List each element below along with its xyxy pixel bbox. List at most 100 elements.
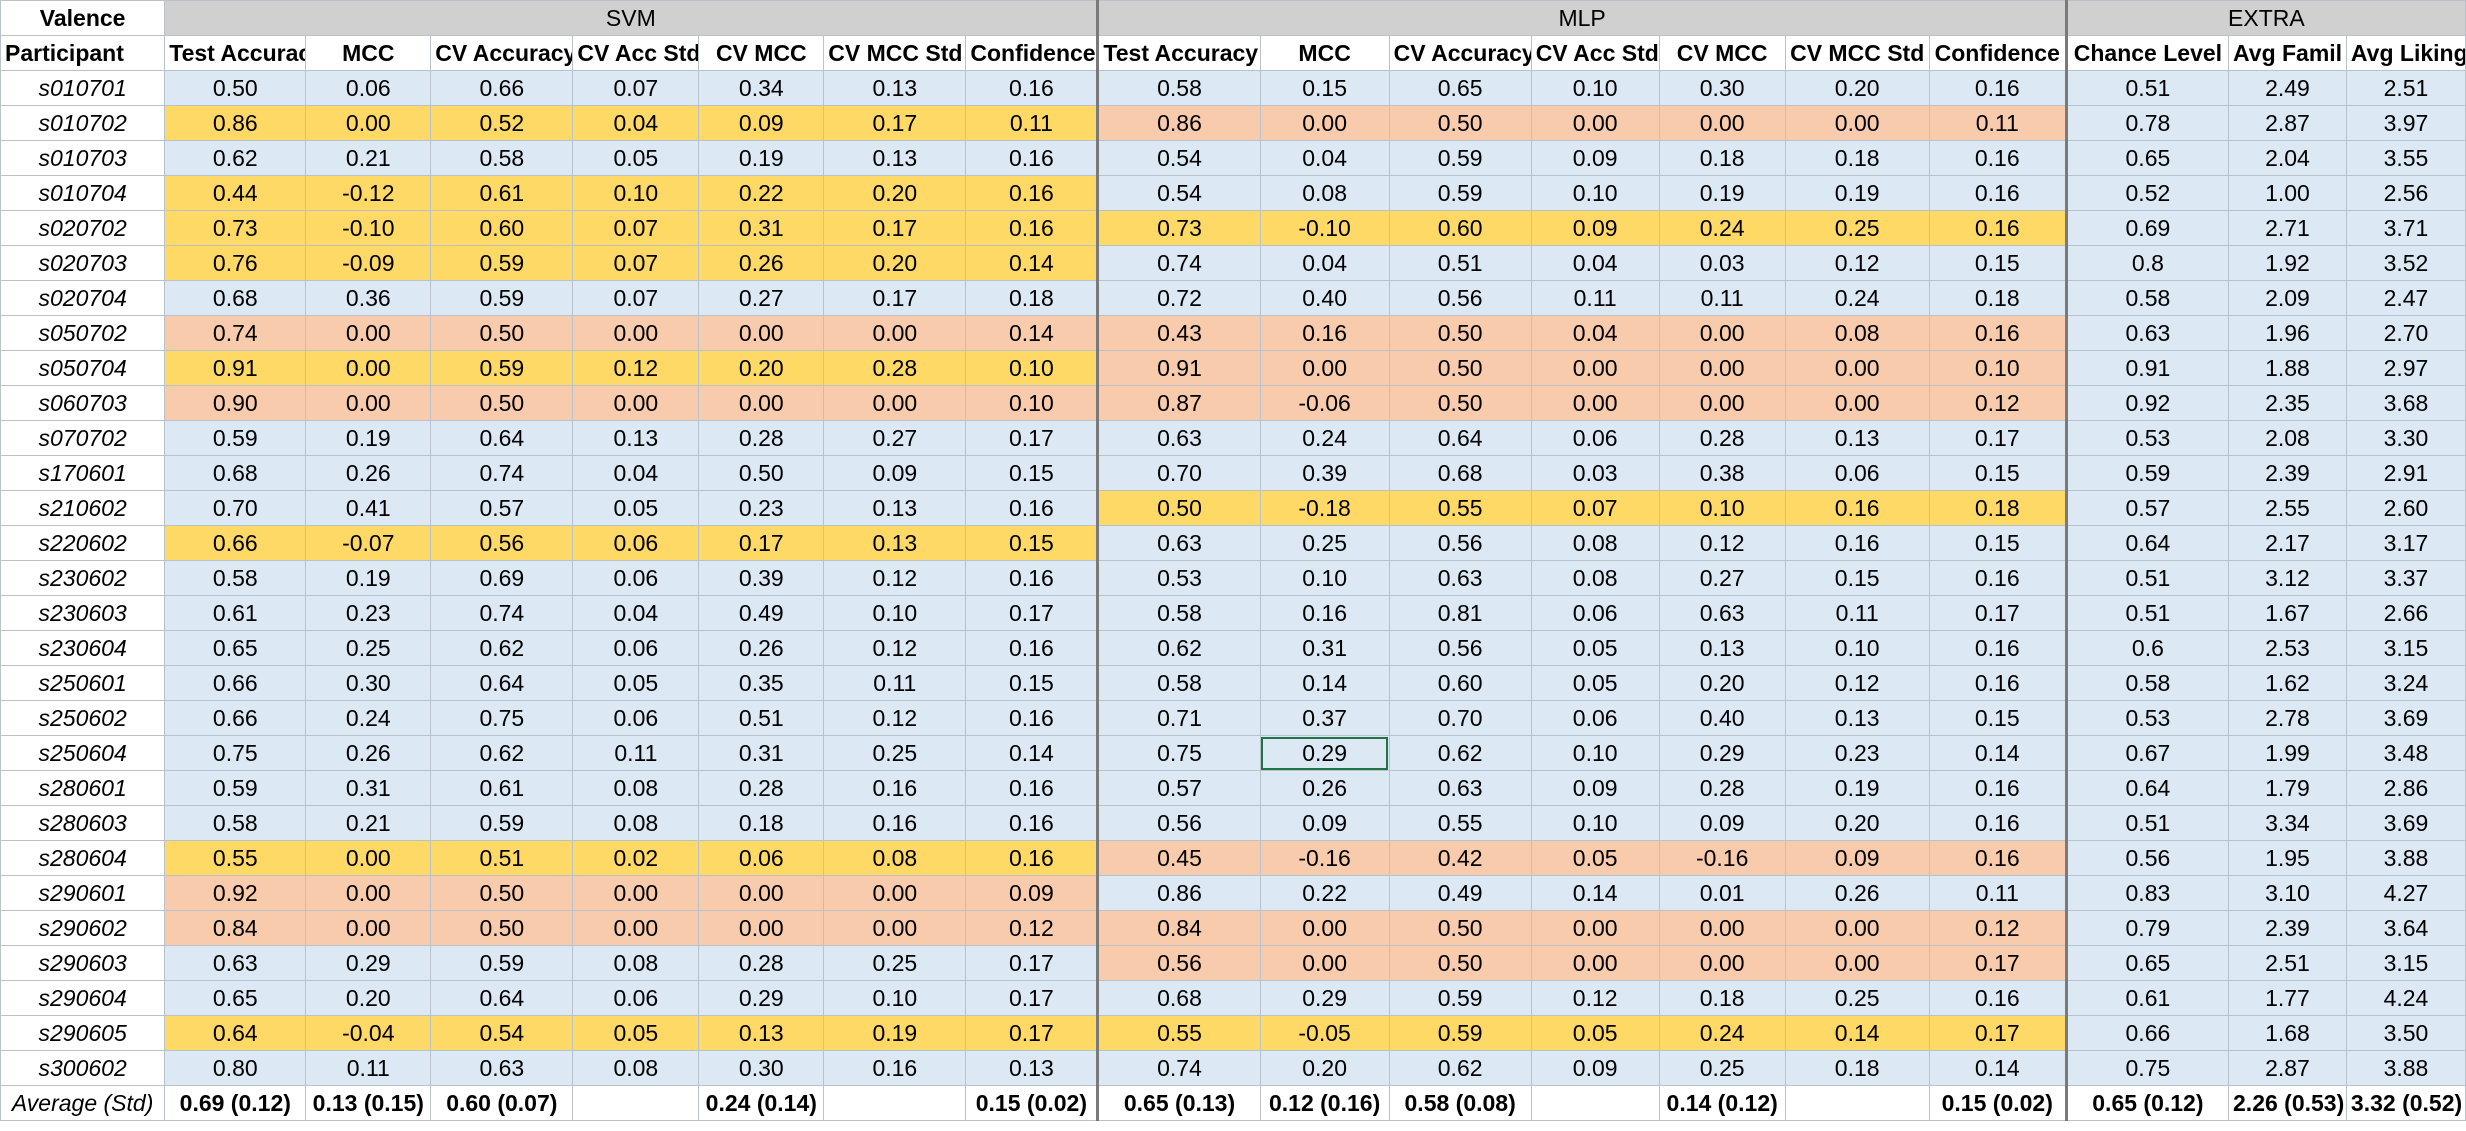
- mlp-confidence-cell[interactable]: 0.17: [1928, 595, 2067, 631]
- svm-test-accuracy-cell[interactable]: 0.61: [164, 595, 307, 631]
- mlp-cv-mcc-std-cell[interactable]: 0.23: [1784, 735, 1930, 771]
- svm-mcc-cell[interactable]: -0.12: [305, 175, 432, 211]
- svm-cv-acc-std-cell[interactable]: 0.07: [572, 280, 700, 316]
- mlp-mcc-cell[interactable]: 0.39: [1259, 455, 1390, 491]
- extra-avg-famil-cell[interactable]: 2.39: [2228, 455, 2347, 491]
- svm-average-cell[interactable]: 0.69 (0.12): [164, 1085, 307, 1121]
- mlp-cv-accuracy-cell[interactable]: 0.49: [1388, 875, 1532, 911]
- svm-cv-accuracy-cell[interactable]: 0.64: [430, 665, 574, 701]
- participant-cell[interactable]: s290605: [0, 1015, 166, 1051]
- mlp-test-accuracy-cell[interactable]: 0.53: [1096, 560, 1261, 596]
- participant-cell[interactable]: s050704: [0, 350, 166, 386]
- mlp-cv-acc-std-cell[interactable]: 0.12: [1530, 980, 1660, 1016]
- mlp-cv-mcc-cell[interactable]: 0.12: [1658, 525, 1786, 561]
- mlp-cv-acc-std-cell[interactable]: 0.08: [1530, 560, 1660, 596]
- svm-cv-mcc-std-cell[interactable]: 0.08: [823, 840, 967, 876]
- svm-cv-acc-std-cell[interactable]: 0.04: [572, 455, 700, 491]
- extra-avg-famil-cell[interactable]: 1.77: [2228, 980, 2347, 1016]
- extra-chance-level-cell[interactable]: 0.8: [2064, 245, 2230, 281]
- svm-cv-mcc-cell[interactable]: 0.39: [698, 560, 825, 596]
- mlp-confidence-cell[interactable]: 0.14: [1928, 735, 2067, 771]
- svm-cv-accuracy-cell[interactable]: 0.56: [430, 525, 574, 561]
- mlp-test-accuracy-cell[interactable]: 0.73: [1096, 210, 1261, 246]
- mlp-test-accuracy-cell[interactable]: 0.87: [1096, 385, 1261, 421]
- mlp-cv-accuracy-cell[interactable]: 0.51: [1388, 245, 1532, 281]
- mlp-mcc-cell[interactable]: 0.16: [1259, 595, 1390, 631]
- svm-confidence-cell[interactable]: 0.13: [965, 1050, 1099, 1086]
- mlp-confidence-cell[interactable]: 0.15: [1928, 455, 2067, 491]
- svm-cv-accuracy-cell[interactable]: 0.61: [430, 175, 574, 211]
- svm-cv-mcc-cell[interactable]: 0.20: [698, 350, 825, 386]
- svm-mcc-cell[interactable]: 0.00: [305, 385, 432, 421]
- mlp-cv-mcc-std-cell[interactable]: 0.18: [1784, 140, 1930, 176]
- svm-test-accuracy-cell[interactable]: 0.50: [164, 70, 307, 106]
- extra-avg-liking-cell[interactable]: 3.97: [2345, 105, 2466, 141]
- svm-mcc-cell[interactable]: 0.20: [305, 980, 432, 1016]
- header-svm-cv-acc-std[interactable]: CV Acc Std: [572, 35, 700, 71]
- svm-cv-acc-std-cell[interactable]: 0.06: [572, 980, 700, 1016]
- svm-mcc-cell[interactable]: 0.26: [305, 735, 432, 771]
- svm-confidence-cell[interactable]: 0.12: [965, 910, 1099, 946]
- mlp-mcc-cell[interactable]: 0.29: [1259, 980, 1390, 1016]
- svm-test-accuracy-cell[interactable]: 0.62: [164, 140, 307, 176]
- svm-cv-mcc-std-cell[interactable]: 0.25: [823, 945, 967, 981]
- svm-cv-accuracy-cell[interactable]: 0.59: [430, 945, 574, 981]
- extra-chance-level-cell[interactable]: 0.75: [2064, 1050, 2230, 1086]
- svm-confidence-cell[interactable]: 0.16: [965, 700, 1099, 736]
- mlp-confidence-cell[interactable]: 0.16: [1928, 210, 2067, 246]
- mlp-test-accuracy-cell[interactable]: 0.58: [1096, 70, 1261, 106]
- extra-avg-famil-cell[interactable]: 3.34: [2228, 805, 2347, 841]
- svm-confidence-cell[interactable]: 0.16: [965, 490, 1099, 526]
- svm-cv-mcc-std-cell[interactable]: 0.25: [823, 735, 967, 771]
- svm-cv-accuracy-cell[interactable]: 0.51: [430, 840, 574, 876]
- mlp-mcc-cell[interactable]: -0.16: [1259, 840, 1390, 876]
- mlp-cv-acc-std-cell[interactable]: 0.10: [1530, 735, 1660, 771]
- mlp-cv-mcc-std-cell[interactable]: 0.18: [1784, 1050, 1930, 1086]
- svm-confidence-cell[interactable]: 0.16: [965, 175, 1099, 211]
- svm-average-cell[interactable]: 0.60 (0.07): [430, 1085, 574, 1121]
- extra-chance-level-cell[interactable]: 0.65: [2064, 945, 2230, 981]
- participant-cell[interactable]: s010704: [0, 175, 166, 211]
- svm-confidence-cell[interactable]: 0.09: [965, 875, 1099, 911]
- extra-chance-level-cell[interactable]: 0.51: [2064, 560, 2230, 596]
- extra-chance-level-cell[interactable]: 0.57: [2064, 490, 2230, 526]
- mlp-cv-acc-std-cell[interactable]: 0.09: [1530, 210, 1660, 246]
- svm-confidence-cell[interactable]: 0.16: [965, 805, 1099, 841]
- extra-chance-level-cell[interactable]: 0.78: [2064, 105, 2230, 141]
- svm-cv-mcc-std-cell[interactable]: 0.09: [823, 455, 967, 491]
- svm-mcc-cell[interactable]: 0.29: [305, 945, 432, 981]
- extra-chance-level-cell[interactable]: 0.56: [2064, 840, 2230, 876]
- mlp-average-cell[interactable]: [1784, 1085, 1930, 1121]
- mlp-test-accuracy-cell[interactable]: 0.63: [1096, 420, 1261, 456]
- mlp-mcc-cell[interactable]: 0.31: [1259, 630, 1390, 666]
- mlp-cv-mcc-cell[interactable]: 0.28: [1658, 770, 1786, 806]
- svm-mcc-cell[interactable]: 0.30: [305, 665, 432, 701]
- svm-cv-mcc-std-cell[interactable]: 0.10: [823, 980, 967, 1016]
- sheet-title[interactable]: Valence: [0, 0, 166, 36]
- header-mlp-confidence[interactable]: Confidence: [1928, 35, 2067, 71]
- mlp-confidence-cell[interactable]: 0.11: [1928, 105, 2067, 141]
- mlp-cv-mcc-cell[interactable]: 0.00: [1658, 315, 1786, 351]
- mlp-cv-acc-std-cell[interactable]: 0.10: [1530, 70, 1660, 106]
- mlp-cv-mcc-std-cell[interactable]: 0.20: [1784, 805, 1930, 841]
- mlp-cv-acc-std-cell[interactable]: 0.10: [1530, 175, 1660, 211]
- mlp-cv-accuracy-cell[interactable]: 0.68: [1388, 455, 1532, 491]
- mlp-cv-acc-std-cell[interactable]: 0.10: [1530, 805, 1660, 841]
- extra-chance-level-cell[interactable]: 0.66: [2064, 1015, 2230, 1051]
- mlp-cv-accuracy-cell[interactable]: 0.63: [1388, 770, 1532, 806]
- mlp-cv-mcc-cell[interactable]: 0.24: [1658, 210, 1786, 246]
- extra-avg-famil-cell[interactable]: 2.53: [2228, 630, 2347, 666]
- extra-avg-liking-cell[interactable]: 2.97: [2345, 350, 2466, 386]
- mlp-cv-mcc-std-cell[interactable]: 0.00: [1784, 105, 1930, 141]
- extra-average-cell[interactable]: 3.32 (0.52): [2345, 1085, 2466, 1121]
- svm-cv-accuracy-cell[interactable]: 0.66: [430, 70, 574, 106]
- svm-test-accuracy-cell[interactable]: 0.73: [164, 210, 307, 246]
- mlp-test-accuracy-cell[interactable]: 0.74: [1096, 1050, 1261, 1086]
- mlp-cv-mcc-cell[interactable]: 0.24: [1658, 1015, 1786, 1051]
- svm-confidence-cell[interactable]: 0.18: [965, 280, 1099, 316]
- svm-mcc-cell[interactable]: 0.00: [305, 350, 432, 386]
- extra-avg-famil-cell[interactable]: 1.95: [2228, 840, 2347, 876]
- extra-chance-level-cell[interactable]: 0.59: [2064, 455, 2230, 491]
- header-svm-cv-mcc-std[interactable]: CV MCC Std: [823, 35, 967, 71]
- svm-test-accuracy-cell[interactable]: 0.59: [164, 770, 307, 806]
